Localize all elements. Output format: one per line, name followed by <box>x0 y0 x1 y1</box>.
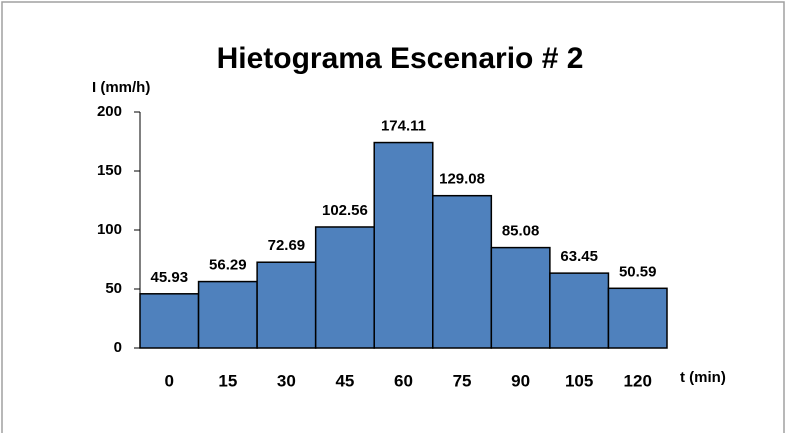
x-tick-label: 75 <box>453 371 472 390</box>
data-label: 72.69 <box>268 237 306 254</box>
y-tick-label: 150 <box>97 162 122 179</box>
data-label: 56.29 <box>209 257 247 274</box>
y-tick-label: 200 <box>97 103 122 120</box>
data-label: 63.45 <box>560 248 598 265</box>
x-axis-label: t (min) <box>680 369 726 386</box>
bar <box>139 293 200 349</box>
bar <box>607 287 668 349</box>
y-axis-label: I (mm/h) <box>92 79 150 96</box>
data-label: 174.11 <box>381 118 426 135</box>
data-label: 45.93 <box>151 269 189 286</box>
x-tick-label: 45 <box>335 371 354 390</box>
x-tick-label: 60 <box>394 371 413 390</box>
x-tick-label: 0 <box>165 371 174 390</box>
x-tick-label: 90 <box>511 371 530 390</box>
data-label: 129.08 <box>439 171 485 188</box>
chart-title: Hietograma Escenario # 2 <box>217 42 584 75</box>
bar <box>549 272 610 349</box>
bar <box>432 194 493 349</box>
y-tick-label: 50 <box>105 280 122 297</box>
bar <box>490 246 551 349</box>
x-tick-label: 120 <box>624 371 652 390</box>
bar <box>373 141 434 349</box>
x-tick-label: 105 <box>565 371 593 390</box>
data-label: 50.59 <box>619 263 657 280</box>
bar <box>314 226 375 349</box>
x-tick-label: 30 <box>277 371 296 390</box>
x-tick-label: 15 <box>218 371 237 390</box>
data-label: 102.56 <box>322 202 368 219</box>
y-tick-label: 100 <box>97 221 122 238</box>
y-tick-label: 0 <box>114 339 122 356</box>
bar <box>256 261 317 349</box>
data-label: 85.08 <box>502 223 540 240</box>
bar <box>197 280 258 349</box>
